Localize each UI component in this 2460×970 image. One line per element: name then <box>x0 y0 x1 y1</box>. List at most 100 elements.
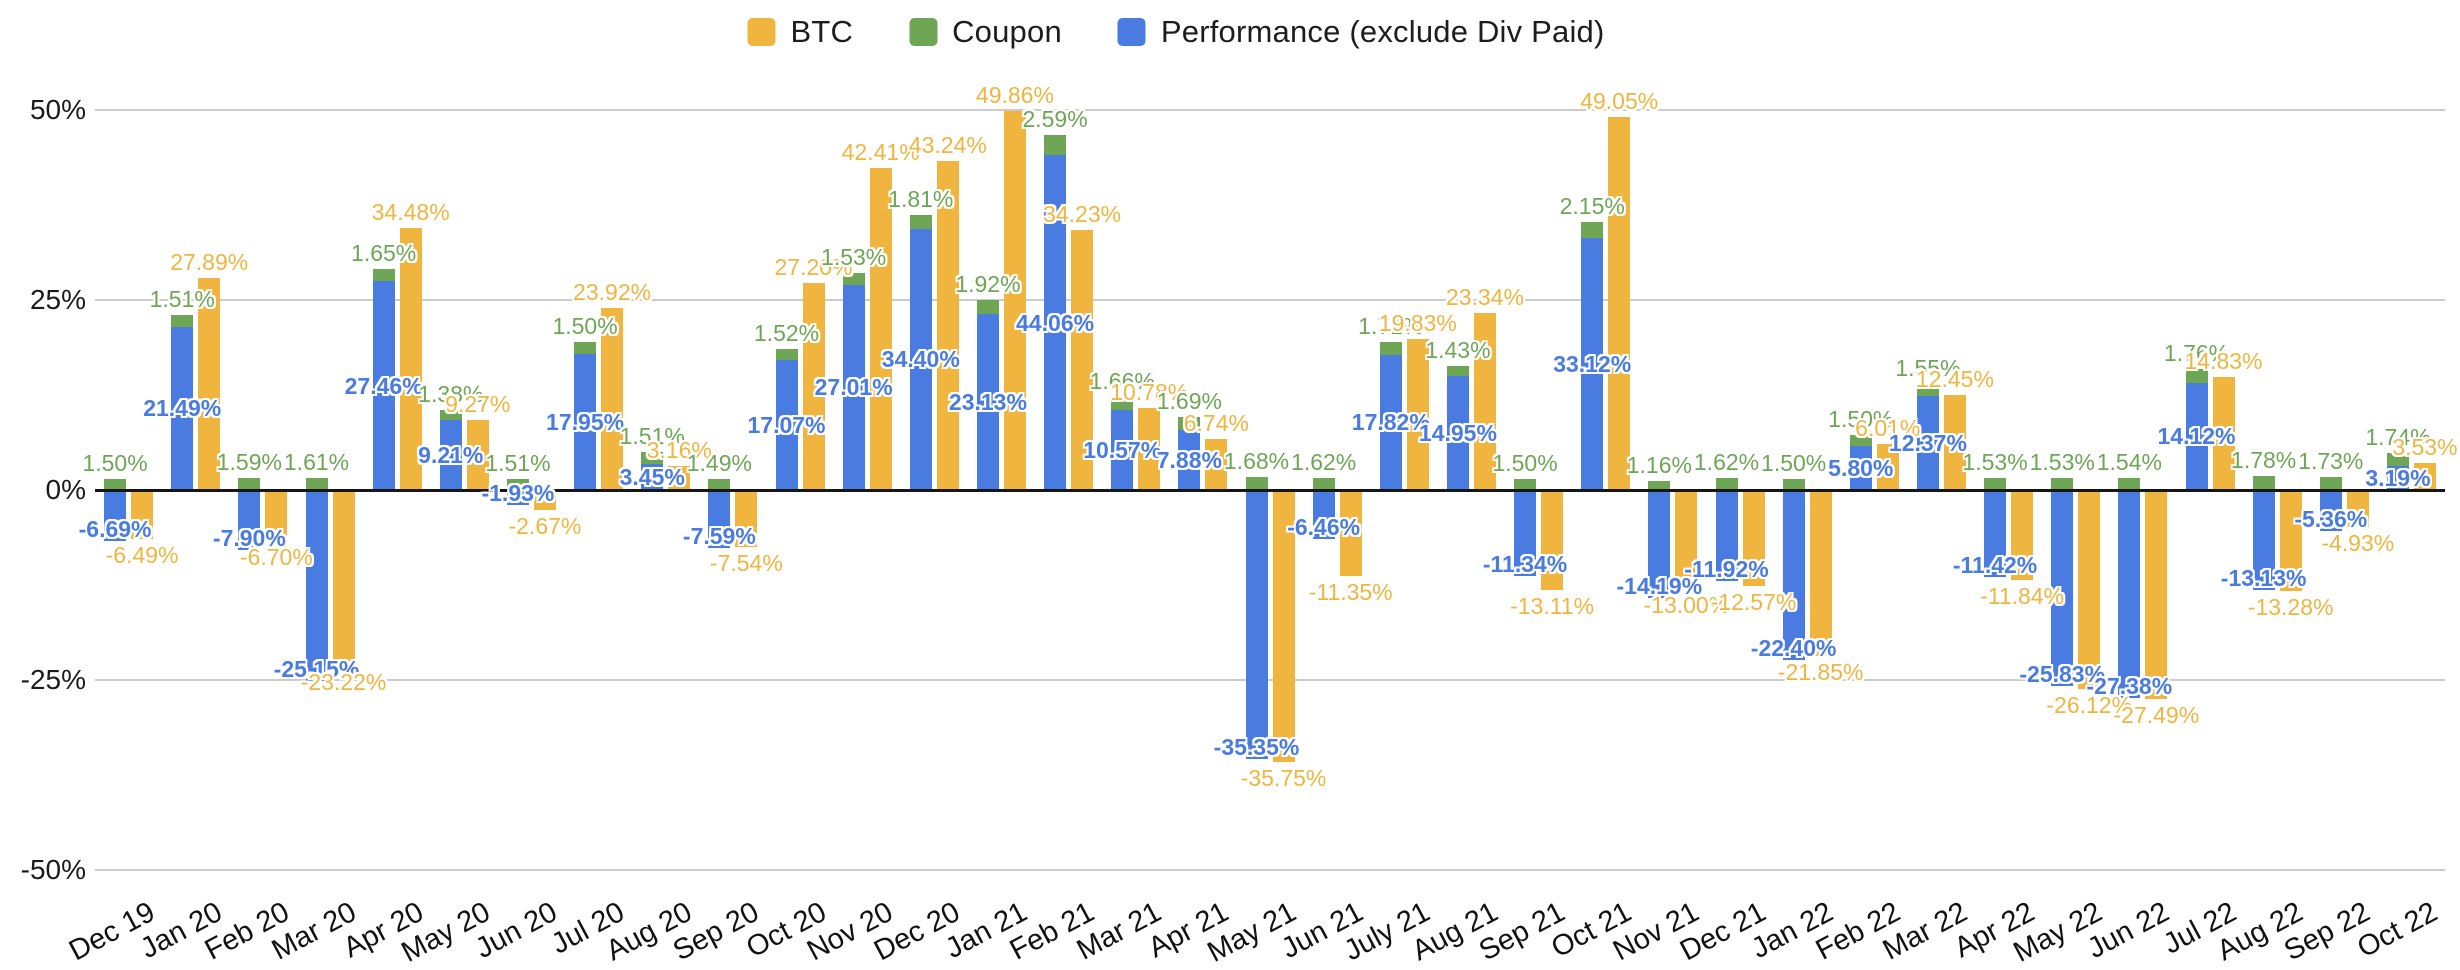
bar-btc-sep-22[interactable] <box>2346 490 2369 528</box>
bar-btc-jan-21[interactable] <box>1003 111 1026 490</box>
bar-coupon-jan-21[interactable] <box>976 299 999 315</box>
bar-btc-nov-21[interactable] <box>1675 490 1698 589</box>
bar-performance-apr-20[interactable] <box>372 281 395 490</box>
bar-coupon-oct-20[interactable] <box>775 348 798 361</box>
bar-coupon-mar-21[interactable] <box>1111 397 1134 410</box>
bar-performance-jul-20[interactable] <box>574 353 597 490</box>
bar-btc-apr-22[interactable] <box>2011 490 2034 580</box>
bar-performance-nov-21[interactable] <box>1648 490 1671 598</box>
bar-performance-july-21[interactable] <box>1379 354 1402 490</box>
bar-btc-apr-21[interactable] <box>1205 438 1228 490</box>
bar-coupon-july-21[interactable] <box>1379 341 1402 355</box>
bar-btc-apr-20[interactable] <box>399 227 422 490</box>
bar-performance-mar-21[interactable] <box>1111 409 1134 490</box>
bar-coupon-mar-22[interactable] <box>1916 384 1939 396</box>
bar-coupon-feb-21[interactable] <box>1044 135 1067 156</box>
bar-performance-dec-20[interactable] <box>909 228 932 490</box>
bar-performance-jun-20[interactable] <box>506 490 529 505</box>
bar-coupon-apr-21[interactable] <box>1178 417 1201 431</box>
bar-btc-oct-21[interactable] <box>1608 117 1631 490</box>
bar-performance-jan-21[interactable] <box>976 314 999 490</box>
legend-item-btc[interactable]: BTC <box>747 14 853 50</box>
bar-btc-aug-21[interactable] <box>1473 312 1496 490</box>
bar-coupon-aug-20[interactable] <box>641 452 664 464</box>
bar-performance-apr-22[interactable] <box>1984 490 2007 577</box>
bar-btc-mar-22[interactable] <box>1943 395 1966 490</box>
bar-performance-may-22[interactable] <box>2051 490 2074 687</box>
bar-coupon-feb-22[interactable] <box>1849 434 1872 446</box>
legend-item-coupon[interactable]: Coupon <box>909 14 1062 50</box>
bar-performance-aug-21[interactable] <box>1446 376 1469 490</box>
bar-btc-aug-20[interactable] <box>668 465 691 490</box>
bar-coupon-dec-20[interactable] <box>909 214 932 229</box>
bar-performance-jan-22[interactable] <box>1782 490 1805 661</box>
bar-performance-mar-20[interactable] <box>305 490 328 682</box>
bar-coupon-sep-22[interactable] <box>2319 476 2342 490</box>
bar-btc-oct-20[interactable] <box>802 283 825 490</box>
bar-btc-jan-20[interactable] <box>198 278 221 490</box>
bar-performance-sep-20[interactable] <box>708 490 731 548</box>
bar-performance-dec-19[interactable] <box>104 490 127 541</box>
bar-coupon-nov-20[interactable] <box>842 273 865 285</box>
bar-coupon-dec-21[interactable] <box>1715 477 1738 490</box>
bar-btc-feb-20[interactable] <box>265 490 288 541</box>
bar-btc-may-22[interactable] <box>2078 490 2101 689</box>
bar-coupon-oct-21[interactable] <box>1581 221 1604 239</box>
bar-btc-jun-22[interactable] <box>2145 490 2168 699</box>
bar-btc-jul-20[interactable] <box>601 308 624 490</box>
bar-btc-mar-20[interactable] <box>332 490 355 667</box>
bar-performance-may-21[interactable] <box>1245 490 1268 759</box>
bar-coupon-sep-21[interactable] <box>1514 478 1537 490</box>
bar-performance-nov-20[interactable] <box>842 284 865 490</box>
bar-performance-oct-20[interactable] <box>775 360 798 490</box>
bar-performance-feb-20[interactable] <box>238 490 261 551</box>
bar-btc-dec-21[interactable] <box>1742 490 1765 586</box>
bar-performance-feb-22[interactable] <box>1849 445 1872 490</box>
bar-performance-dec-21[interactable] <box>1715 490 1738 581</box>
bar-performance-aug-20[interactable] <box>641 463 664 490</box>
bar-coupon-dec-19[interactable] <box>104 478 127 490</box>
bar-coupon-jun-20[interactable] <box>506 478 529 490</box>
bar-performance-sep-22[interactable] <box>2319 490 2342 531</box>
bar-btc-mar-21[interactable] <box>1138 408 1161 490</box>
bar-coupon-oct-22[interactable] <box>2386 452 2409 466</box>
bar-coupon-jun-22[interactable] <box>2118 478 2141 490</box>
bar-btc-sep-21[interactable] <box>1541 490 1564 590</box>
bar-btc-jan-22[interactable] <box>1809 490 1832 657</box>
bar-performance-feb-21[interactable] <box>1044 155 1067 490</box>
bar-btc-jul-22[interactable] <box>2212 377 2235 490</box>
bar-btc-aug-22[interactable] <box>2279 490 2302 591</box>
bar-coupon-aug-22[interactable] <box>2252 476 2275 490</box>
bar-coupon-mar-20[interactable] <box>305 477 328 490</box>
bar-performance-jun-21[interactable] <box>1312 490 1335 540</box>
bar-coupon-may-22[interactable] <box>2051 478 2074 490</box>
bar-btc-may-21[interactable] <box>1272 490 1295 762</box>
bar-coupon-sep-20[interactable] <box>708 478 731 490</box>
bar-coupon-jan-20[interactable] <box>171 315 194 327</box>
bar-performance-sep-21[interactable] <box>1514 490 1537 577</box>
bar-btc-dec-20[interactable] <box>936 161 959 490</box>
bar-coupon-may-20[interactable] <box>439 409 462 420</box>
bar-btc-jun-20[interactable] <box>533 490 556 511</box>
bar-btc-feb-22[interactable] <box>1876 444 1899 490</box>
bar-performance-mar-22[interactable] <box>1916 395 1939 490</box>
bar-coupon-jul-20[interactable] <box>574 342 597 354</box>
bar-btc-may-20[interactable] <box>466 419 489 490</box>
bar-btc-feb-21[interactable] <box>1071 229 1094 490</box>
bar-performance-jun-22[interactable] <box>2118 490 2141 699</box>
bar-coupon-jul-22[interactable] <box>2185 369 2208 383</box>
bar-coupon-jun-21[interactable] <box>1312 477 1335 490</box>
bar-coupon-nov-21[interactable] <box>1648 481 1671 490</box>
bar-coupon-feb-20[interactable] <box>238 477 261 490</box>
bar-btc-jun-21[interactable] <box>1339 490 1362 577</box>
bar-coupon-jan-22[interactable] <box>1782 478 1805 490</box>
bar-btc-sep-20[interactable] <box>735 490 758 548</box>
legend-item-performance[interactable]: Performance (exclude Div Paid) <box>1117 14 1605 50</box>
bar-coupon-may-21[interactable] <box>1245 477 1268 490</box>
bar-btc-july-21[interactable] <box>1406 339 1429 490</box>
bar-coupon-aug-21[interactable] <box>1446 365 1469 377</box>
bar-performance-jan-20[interactable] <box>171 326 194 490</box>
bar-btc-nov-20[interactable] <box>869 167 892 490</box>
bar-performance-oct-22[interactable] <box>2386 465 2409 490</box>
bar-btc-dec-19[interactable] <box>131 490 154 540</box>
